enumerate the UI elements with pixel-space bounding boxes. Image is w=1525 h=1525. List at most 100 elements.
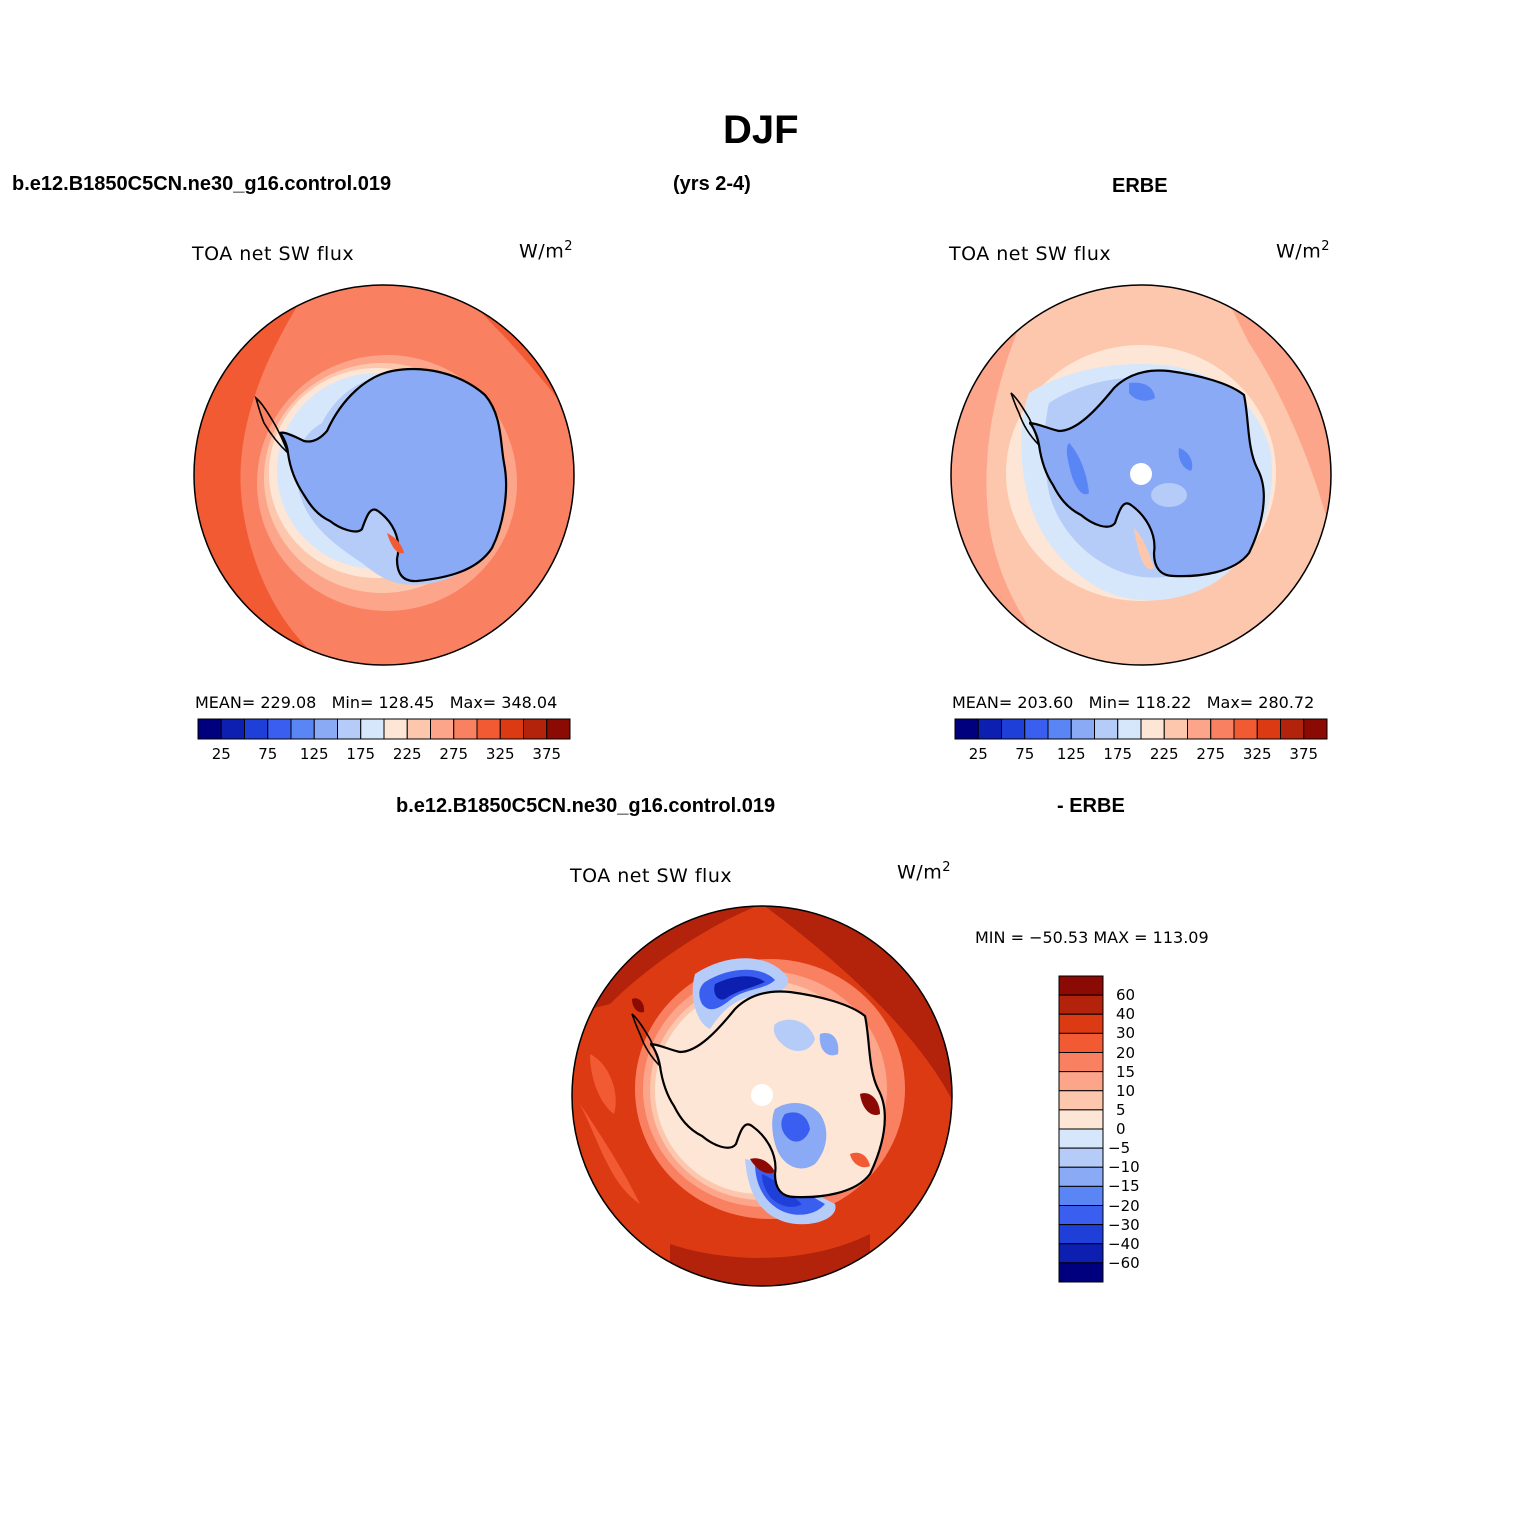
obs-polar-map xyxy=(950,284,1332,666)
obs-colorbar-box xyxy=(1024,718,1049,740)
diff-colorbar-tick-label: −40 xyxy=(1108,1234,1140,1253)
model-colorbar-box xyxy=(499,718,524,740)
obs-colorbar-tick-label: 325 xyxy=(1242,745,1272,763)
obs-max-value: 280.72 xyxy=(1258,693,1315,712)
model-colorbar-box xyxy=(290,718,315,740)
diff-colorbar-box xyxy=(1058,1013,1104,1034)
obs-colorbar-box xyxy=(1070,718,1095,740)
obs-colorbar-box xyxy=(1210,718,1235,740)
diff-colorbar-box xyxy=(1058,1224,1104,1245)
obs-colorbar-box xyxy=(1047,718,1072,740)
diff-colorbar-tick-label: −10 xyxy=(1108,1158,1140,1177)
obs-colorbar-box xyxy=(977,718,1002,740)
obs-colorbar-box xyxy=(1280,718,1305,740)
obs-stats: MEAN= 203.60 Min= 118.22 Max= 280.72 xyxy=(952,693,1314,712)
model-colorbar-box xyxy=(360,718,385,740)
model-colorbar-tick-label: 225 xyxy=(392,745,422,763)
model-polar-map xyxy=(193,284,575,666)
model-colorbar-box xyxy=(406,718,431,740)
model-max-value: 348.04 xyxy=(501,693,558,712)
diff-obs-label: - ERBE xyxy=(1057,795,1125,817)
model-colorbar-ticks: 25 75 125 175 225 275 325 375 xyxy=(198,745,570,765)
obs-colorbar-box xyxy=(1117,718,1142,740)
obs-mean-value: 203.60 xyxy=(1017,693,1074,712)
obs-colorbar-box xyxy=(1001,718,1026,740)
diff-colorbar-tick-label: 10 xyxy=(1116,1081,1136,1100)
diff-colorbar-box xyxy=(1058,1109,1104,1130)
obs-units-sup: 2 xyxy=(1321,239,1330,254)
model-colorbar xyxy=(197,718,571,740)
obs-min-value: 118.22 xyxy=(1135,693,1192,712)
diff-colorbar-tick-label: 30 xyxy=(1116,1024,1136,1043)
model-colorbar-box xyxy=(337,718,362,740)
model-colorbar-box xyxy=(267,718,292,740)
diff-colorbar-box xyxy=(1058,1243,1104,1264)
obs-colorbar-box xyxy=(1140,718,1165,740)
diff-colorbar-box xyxy=(1058,1205,1104,1226)
model-min-label: Min= xyxy=(331,693,374,712)
model-colorbar-box xyxy=(383,718,408,740)
diff-units: W/m xyxy=(897,861,943,884)
diff-variable-label: TOA net SW flux xyxy=(570,865,733,887)
model-mean-label: MEAN= xyxy=(195,693,256,712)
diff-colorbar-box xyxy=(1058,1166,1104,1187)
model-units-label: W/m2 xyxy=(519,239,573,262)
diff-colorbar-tick-label: 20 xyxy=(1116,1043,1136,1062)
obs-colorbar-tick-label: 375 xyxy=(1289,745,1319,763)
obs-colorbar-box xyxy=(1303,718,1328,740)
obs-colorbar-tick-label: 125 xyxy=(1056,745,1086,763)
model-colorbar-box xyxy=(523,718,548,740)
diff-colorbar-tick-label: 5 xyxy=(1116,1100,1126,1119)
diff-colorbar-box xyxy=(1058,1185,1104,1206)
model-stats: MEAN= 229.08 Min= 128.45 Max= 348.04 xyxy=(195,693,557,712)
page-title: DJF xyxy=(723,108,799,152)
diff-colorbar-tick-label: −5 xyxy=(1108,1139,1131,1158)
obs-colorbar-tick-label: 225 xyxy=(1149,745,1179,763)
obs-colorbar-tick-label: 175 xyxy=(1103,745,1133,763)
model-colorbar-box xyxy=(244,718,269,740)
diff-minmax: MIN = −50.53 MAX = 113.09 xyxy=(975,928,1209,947)
obs-min-label: Min= xyxy=(1088,693,1131,712)
obs-colorbar-tick-label: 25 xyxy=(968,745,988,763)
model-antarctica-outline xyxy=(278,368,508,583)
diff-units-label: W/m2 xyxy=(897,860,951,883)
diff-colorbar-tick-label: 0 xyxy=(1116,1120,1126,1138)
obs-colorbar-box xyxy=(1233,718,1258,740)
obs-colorbar-box xyxy=(1256,718,1281,740)
model-units: W/m xyxy=(519,240,565,263)
model-units-sup: 2 xyxy=(564,239,573,254)
diff-colorbar-tick-label: 40 xyxy=(1116,1005,1136,1024)
model-colorbar-tick-label: 375 xyxy=(532,745,562,763)
model-colorbar-tick-label: 275 xyxy=(439,745,469,763)
model-colorbar-box xyxy=(197,718,222,740)
diff-colorbar-box xyxy=(1058,994,1104,1015)
diff-colorbar-tick-label: −15 xyxy=(1108,1177,1140,1196)
obs-units: W/m xyxy=(1276,240,1322,263)
obs-colorbar-box xyxy=(1094,718,1119,740)
diff-colorbar-box xyxy=(1058,1032,1104,1053)
obs-mean-label: MEAN= xyxy=(952,693,1013,712)
model-colorbar-tick-label: 75 xyxy=(258,745,278,763)
diff-colorbar-box xyxy=(1058,1128,1104,1149)
obs-colorbar-box xyxy=(954,718,979,740)
model-colorbar-box xyxy=(313,718,338,740)
diff-case-label: b.e12.B1850C5CN.ne30_g16.control.019 xyxy=(396,795,776,817)
obs-name-label: ERBE xyxy=(1112,175,1168,197)
model-colorbar-box xyxy=(430,718,455,740)
diff-colorbar-box xyxy=(1058,975,1104,996)
diff-colorbar-ticks: 60 40 30 20 15 10 5 0 −5 −10 −15 −20 −30 −40 −60 xyxy=(1108,976,1192,1282)
years-label: (yrs 2-4) xyxy=(673,173,751,195)
model-colorbar-box xyxy=(546,718,571,740)
model-mean-value: 229.08 xyxy=(260,693,317,712)
model-colorbar-tick-label: 125 xyxy=(299,745,329,763)
model-colorbar-tick-label: 25 xyxy=(211,745,231,763)
obs-variable-label: TOA net SW flux xyxy=(949,243,1112,265)
diff-colorbar-tick-label: 15 xyxy=(1116,1062,1136,1081)
obs-colorbar xyxy=(954,718,1328,740)
obs-colorbar-box xyxy=(1187,718,1212,740)
model-colorbar-box xyxy=(220,718,245,740)
diff-units-sup: 2 xyxy=(942,860,951,875)
diff-colorbar-tick-label: −30 xyxy=(1108,1215,1140,1234)
obs-colorbar-tick-label: 75 xyxy=(1015,745,1035,763)
diff-colorbar-tick-label: −20 xyxy=(1108,1196,1140,1215)
